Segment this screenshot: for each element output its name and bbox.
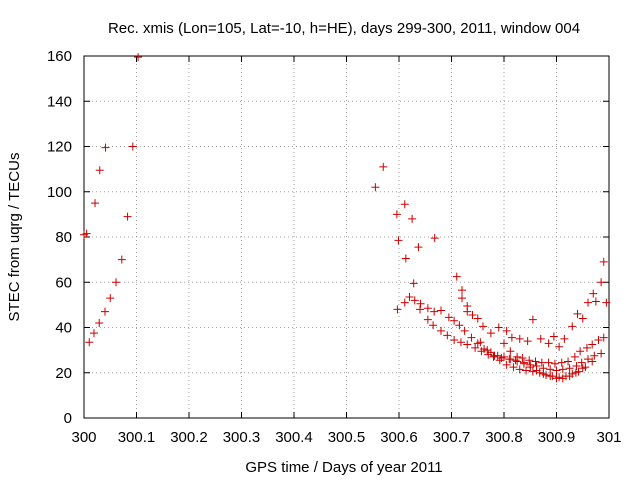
y-tick-label: 60 xyxy=(55,274,72,291)
y-tick-label: 160 xyxy=(47,48,72,65)
x-tick-label: 300.7 xyxy=(433,429,471,446)
x-tick-label: 300 xyxy=(71,429,96,446)
y-tick-label: 40 xyxy=(55,320,72,337)
x-tick-label: 301 xyxy=(596,429,621,446)
chart-title: Rec. xmis (Lon=105, Lat=-10, h=HE), days… xyxy=(108,20,580,37)
x-tick-labels: 300 300.1 300.2 300.3 300.4 300.5 300.6 300.7 30… xyxy=(71,429,621,446)
x-tick-label: 300.8 xyxy=(485,429,523,446)
x-tick-label: 300.5 xyxy=(328,429,366,446)
y-tick-label: 80 xyxy=(55,229,72,246)
y-tick-label: 140 xyxy=(47,93,72,110)
x-tick-label: 300.9 xyxy=(538,429,576,446)
y-tick-label: 20 xyxy=(55,365,72,382)
x-tick-label: 300.1 xyxy=(118,429,156,446)
y-tick-label: 120 xyxy=(47,139,72,156)
y-tick-label: 100 xyxy=(47,184,72,201)
y-tick-label: 0 xyxy=(64,410,72,427)
x-tick-label: 300.2 xyxy=(170,429,208,446)
chart: Rec. xmis (Lon=105, Lat=-10, h=HE), days… xyxy=(0,0,640,480)
y-axis-label: STEC from uqrg / TECUs xyxy=(6,153,23,322)
x-tick-label: 300.4 xyxy=(275,429,313,446)
x-tick-label: 300.6 xyxy=(380,429,418,446)
x-axis-label: GPS time / Days of year 2011 xyxy=(245,459,442,476)
chart-background xyxy=(0,0,640,480)
x-tick-label: 300.3 xyxy=(223,429,261,446)
